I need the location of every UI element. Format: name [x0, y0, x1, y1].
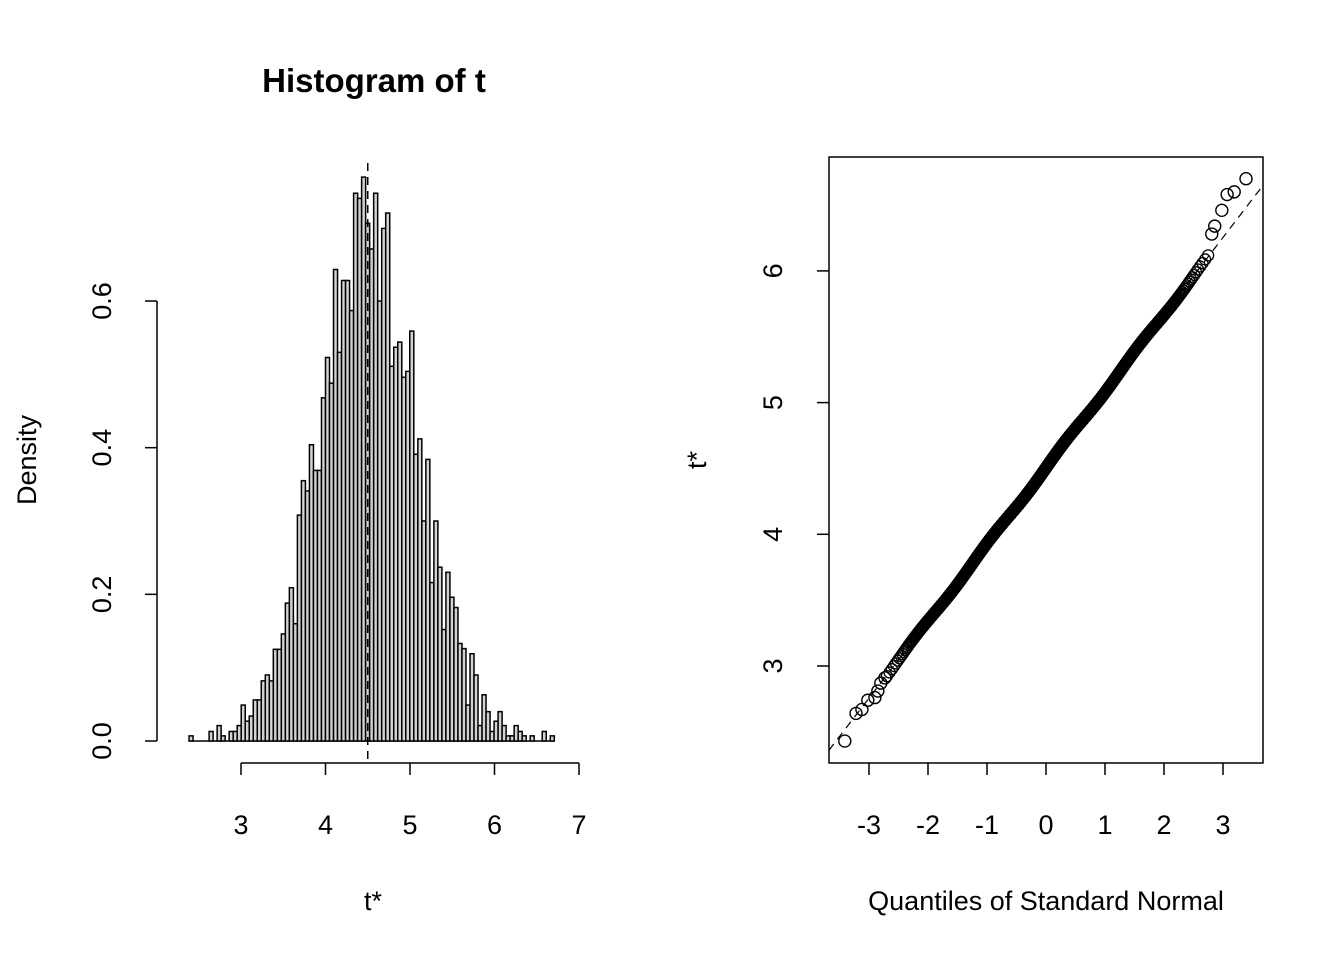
x-tick-label: 6	[487, 810, 502, 840]
histogram-bar	[549, 735, 556, 742]
x-tick-label: 7	[571, 810, 586, 840]
x-tick-label: 3	[1215, 810, 1230, 840]
x-tick-label: 1	[1097, 810, 1112, 840]
qq-point	[878, 671, 892, 685]
qq-point	[1201, 249, 1215, 262]
y-tick-label: 3	[758, 658, 788, 673]
histogram-bar	[473, 674, 479, 742]
histogram-x-label: t*	[364, 886, 383, 916]
histogram-bar	[461, 647, 467, 742]
y-tick-label: 0.4	[87, 429, 117, 467]
histogram-bar	[485, 710, 491, 742]
x-tick-label: 4	[318, 810, 333, 840]
histogram-bar	[208, 730, 214, 742]
y-tick-label: 0.0	[87, 722, 117, 760]
histogram-bar	[521, 735, 527, 742]
qq-point	[838, 734, 852, 748]
x-tick-label: -2	[916, 810, 940, 840]
histogram-bar	[541, 730, 548, 742]
x-tick-label: -1	[975, 810, 999, 840]
histogram-bar	[216, 724, 222, 742]
qq-point	[1198, 253, 1212, 266]
y-tick-label: 0.2	[87, 576, 117, 614]
x-tick-label: 3	[233, 810, 248, 840]
qq-y-label: t*	[682, 451, 712, 470]
x-tick-label: 2	[1156, 810, 1171, 840]
x-tick-label: 0	[1038, 810, 1053, 840]
qq-point	[1227, 185, 1241, 199]
y-tick-label: 4	[758, 527, 788, 542]
qq-point	[861, 693, 875, 707]
qq-point	[1191, 263, 1205, 276]
histogram-bar	[501, 724, 507, 742]
histogram-bar	[188, 735, 194, 742]
x-tick-label: 5	[402, 810, 417, 840]
qq-point	[1205, 227, 1219, 241]
qq-x-label: Quantiles of Standard Normal	[868, 886, 1224, 916]
qq-point	[868, 690, 882, 705]
qq-point	[871, 684, 885, 698]
qq-point	[1208, 219, 1222, 233]
y-tick-label: 5	[758, 395, 788, 410]
qq-plot-panel: -3 -2 -1 0 1 2 3 3 4 5 6 Quantiles of Standard Nor…	[682, 156, 1264, 916]
qq-axes: -3 -2 -1 0 1 2 3 3 4 5 6	[758, 263, 1231, 840]
qq-point	[855, 702, 869, 717]
histogram-y-axis: 0.0 0.2 0.4 0.6	[87, 282, 158, 760]
histogram-bars	[188, 163, 556, 763]
x-tick-label: -3	[857, 810, 881, 840]
qq-point	[1215, 203, 1229, 218]
qq-point	[1220, 187, 1234, 202]
qq-point	[1181, 277, 1195, 290]
y-tick-label: 0.6	[87, 282, 117, 320]
histogram-panel: Histogram of t 0.0 0.2 0.4 0.6 3 4 5 6 7 t* Den…	[12, 62, 587, 916]
qq-points	[828, 172, 1264, 751]
histogram-bar	[220, 735, 226, 742]
histogram-y-label: Density	[12, 414, 42, 505]
y-tick-label: 6	[758, 263, 788, 278]
qq-point	[1239, 172, 1253, 186]
histogram-x-axis: 3 4 5 6 7	[233, 762, 587, 840]
histogram-bar	[529, 735, 535, 742]
histogram-title: Histogram of t	[262, 62, 486, 99]
